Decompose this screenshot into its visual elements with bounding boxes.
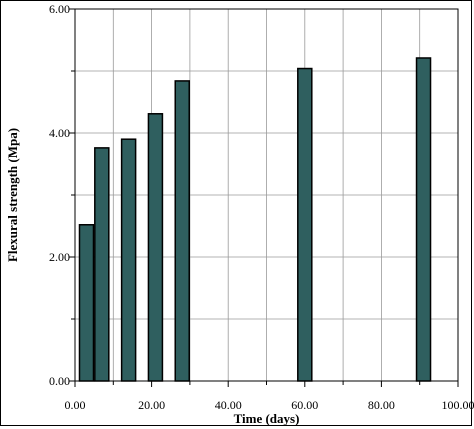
y-axis-title: Flexural strength (Mpa) bbox=[5, 128, 20, 262]
y-tick-label: 6.00 bbox=[49, 2, 70, 16]
x-tick-label: 20.00 bbox=[138, 398, 165, 412]
bar bbox=[175, 81, 189, 381]
x-tick-label: 80.00 bbox=[368, 398, 395, 412]
bar bbox=[148, 114, 162, 381]
bar bbox=[122, 139, 136, 381]
y-tick-label: 2.00 bbox=[49, 250, 70, 264]
x-tick-label: 0.00 bbox=[65, 398, 86, 412]
bar bbox=[95, 148, 109, 381]
x-tick-label: 40.00 bbox=[215, 398, 242, 412]
bars bbox=[79, 58, 430, 381]
bar bbox=[298, 69, 312, 381]
x-tick-label: 100.00 bbox=[442, 398, 474, 412]
x-tick-label: 60.00 bbox=[291, 398, 318, 412]
y-tick-label: 0.00 bbox=[49, 374, 70, 388]
bar bbox=[79, 225, 93, 381]
bar bbox=[417, 58, 431, 381]
y-tick-label: 4.00 bbox=[49, 126, 70, 140]
x-axis-title: Time (days) bbox=[234, 411, 300, 426]
ticks: 0.00 20.00 40.00 60.00 80.00 100.00 0.00 2.00 4.… bbox=[49, 2, 474, 412]
